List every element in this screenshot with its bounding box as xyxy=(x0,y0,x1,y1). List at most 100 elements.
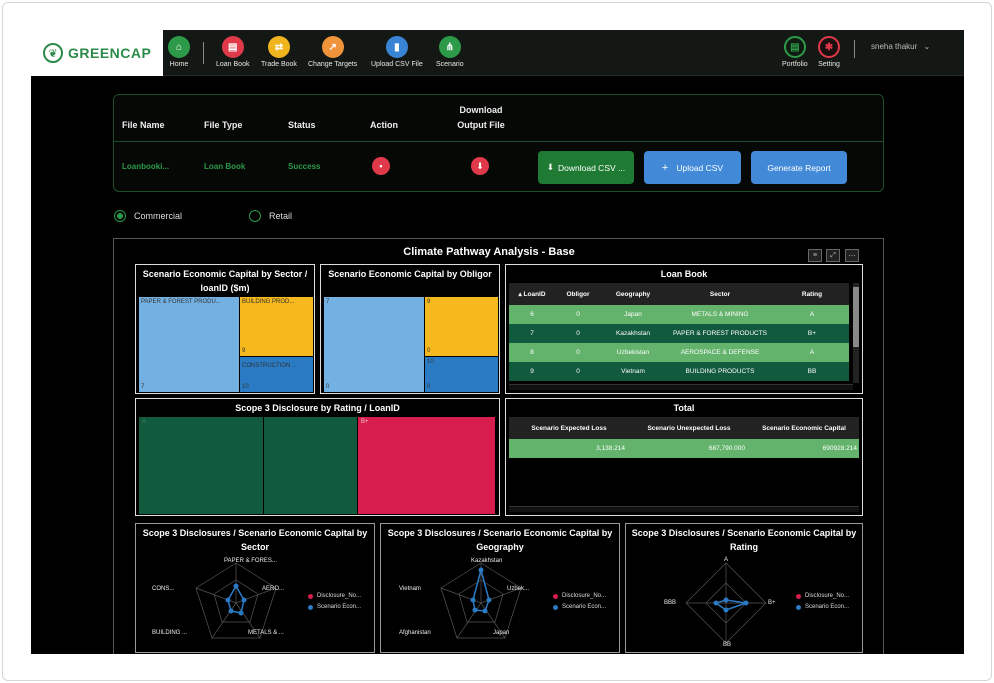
radar-label: METALS & ... xyxy=(248,630,284,636)
nav-scenario[interactable]: ⋔ Scenario xyxy=(436,36,464,68)
radar-point[interactable] xyxy=(743,600,749,606)
generate-report-button[interactable]: Generate Report xyxy=(751,151,847,184)
radar-point[interactable] xyxy=(241,597,247,603)
nav-upload-csv[interactable]: ▮ Upload CSV File xyxy=(371,36,423,68)
radar-point[interactable] xyxy=(723,597,729,603)
download-output-button[interactable]: ⬇ xyxy=(471,157,489,175)
horizontal-scrollbar[interactable] xyxy=(509,506,859,512)
horizontal-scrollbar[interactable] xyxy=(509,384,853,390)
legend-scenario[interactable]: Scenario Econ... xyxy=(308,604,361,610)
legend-scenario[interactable]: Scenario Econ... xyxy=(796,604,849,610)
rating-cell-bplus[interactable]: B+ xyxy=(358,417,495,514)
scope3-rating-title: Scope 3 Disclosure by Rating / LoanID xyxy=(136,399,499,417)
brand-logo[interactable]: ❦ GREENCAP xyxy=(31,30,163,76)
radio-commercial[interactable]: Commercial xyxy=(114,210,182,222)
legend-disclosure[interactable]: Disclosure_No... xyxy=(553,593,606,599)
nav-home[interactable]: ⌂ Home xyxy=(168,36,190,68)
treemap-cell-label: PAPER & FOREST PRODU... xyxy=(141,299,221,305)
table-row[interactable]: 9 0 Vietnam BUILDING PRODUCTS BB xyxy=(509,362,849,381)
total-title: Total xyxy=(673,403,695,413)
upload-csv-button[interactable]: + Upload CSV xyxy=(644,151,741,184)
radar-point[interactable] xyxy=(478,567,484,573)
filter-icon[interactable]: ≡ xyxy=(808,249,822,262)
treemap-cell-building[interactable]: BUILDING PROD... 9 xyxy=(240,297,313,356)
obligor-cell-value: 7 xyxy=(326,299,330,305)
nav-portfolio[interactable]: ▤ Portfolio xyxy=(782,36,808,68)
rating-cell-label: B+ xyxy=(361,419,369,425)
nav-loan-book[interactable]: ▤ Loan Book xyxy=(216,36,249,68)
nav-change-targets[interactable]: ↗ Change Targets xyxy=(308,36,357,68)
rating-cell-a[interactable]: A xyxy=(139,417,263,514)
legend-label: Disclosure_No... xyxy=(805,593,850,599)
radar-rating-title: Scope 3 Disclosures / Scenario Economic … xyxy=(631,528,857,552)
radar-geography-panel: Scope 3 Disclosures / Scenario Economic … xyxy=(380,523,620,653)
table-row[interactable]: 3,138.214 687,790.000 690928.214 xyxy=(509,439,859,458)
col-loanid[interactable]: ▴ LoanID xyxy=(509,283,555,305)
download-csv-button[interactable]: ⬇ Download CSV ... xyxy=(538,151,634,184)
nav-setting[interactable]: ✱ Setting xyxy=(818,36,840,68)
col-loanid-label: LoanID xyxy=(523,291,546,298)
scrollbar-thumb[interactable] xyxy=(853,287,859,347)
radar-label: Vietnam xyxy=(399,586,421,592)
obligor-cell-1[interactable]: 7 0 xyxy=(324,297,424,392)
radar-point[interactable] xyxy=(238,610,244,616)
scope3-rating-panel: Scope 3 Disclosure by Rating / LoanID A … xyxy=(135,398,500,516)
radar-point[interactable] xyxy=(723,607,729,613)
radar-point[interactable] xyxy=(713,600,719,606)
dashboard-panel: Climate Pathway Analysis - Base ≡ ⤢ ⋯ Sc… xyxy=(113,238,884,654)
user-menu[interactable]: sneha thakur ⌄ xyxy=(871,42,930,51)
table-row[interactable]: 7 0 Kazakhstan PAPER & FOREST PRODUCTS B… xyxy=(509,324,849,343)
cell: Kazakhstan xyxy=(601,324,665,343)
vertical-scrollbar[interactable] xyxy=(853,283,859,383)
header-output-file: Output File xyxy=(457,120,505,130)
rating-cell-label: A xyxy=(142,419,147,425)
rating-cell-blank[interactable] xyxy=(264,417,357,514)
radar-point[interactable] xyxy=(470,597,476,603)
loan-book-table: ▴ LoanID Obligor Geography Sector Rating… xyxy=(509,283,849,381)
radar-point[interactable] xyxy=(482,608,488,614)
cell: 0 xyxy=(555,324,601,343)
more-icon[interactable]: ⋯ xyxy=(845,249,859,262)
obligor-cell-3[interactable]: 10 0 xyxy=(425,357,498,392)
col-expected-loss[interactable]: Scenario Expected Loss xyxy=(509,417,629,439)
radio-commercial-label: Commercial xyxy=(134,211,183,221)
total-panel: Total Scenario Expected Loss Scenario Un… xyxy=(505,398,863,516)
radar-point[interactable] xyxy=(472,607,478,613)
file-icon: ▮ xyxy=(385,36,408,58)
expand-icon[interactable]: ⤢ xyxy=(826,249,840,262)
legend-label: Scenario Econ... xyxy=(805,604,850,610)
treemap-cell-paper[interactable]: PAPER & FOREST PRODU... 7 xyxy=(139,297,239,392)
radar-series-scenario xyxy=(472,567,490,612)
col-economic-capital[interactable]: Scenario Economic Capital xyxy=(749,417,859,439)
treemap-cell-value: 7 xyxy=(141,384,145,390)
treemap-cell-value: 10 xyxy=(242,384,249,390)
table-row[interactable]: 6 0 Japan METALS & MINING A xyxy=(509,305,849,324)
treemap-cell-construction[interactable]: CONSTRUCTION ... 10 xyxy=(240,357,313,392)
header-file-name: File Name xyxy=(122,120,165,130)
cell: 0 xyxy=(555,343,601,362)
radar-point[interactable] xyxy=(233,583,239,589)
cell: Japan xyxy=(601,305,665,324)
radar-point[interactable] xyxy=(486,597,492,603)
radar-point[interactable] xyxy=(225,597,231,603)
delete-button[interactable]: ▪ xyxy=(372,157,390,175)
col-unexpected-loss[interactable]: Scenario Unexpected Loss xyxy=(629,417,749,439)
table-row[interactable]: 8 0 Uzbekistan AEROSPACE & DEFENSE A xyxy=(509,343,849,362)
nav-trade-book[interactable]: ⇄ Trade Book xyxy=(261,36,297,68)
legend-disclosure[interactable]: Disclosure_No... xyxy=(308,593,361,599)
trash-icon: ▪ xyxy=(379,161,383,171)
legend-scenario[interactable]: Scenario Econ... xyxy=(553,604,606,610)
col-obligor[interactable]: Obligor xyxy=(555,283,601,305)
brand-name: GREENCAP xyxy=(68,45,152,61)
obligor-cell-2[interactable]: 9 0 xyxy=(425,297,498,356)
cell: 0 xyxy=(555,362,601,381)
col-geography[interactable]: Geography xyxy=(601,283,665,305)
legend-disclosure[interactable]: Disclosure_No... xyxy=(796,593,849,599)
cell: 690928.214 xyxy=(749,439,859,458)
radar-sector-panel: Scope 3 Disclosures / Scenario Economic … xyxy=(135,523,375,653)
col-rating[interactable]: Rating xyxy=(775,283,849,305)
radar-point[interactable] xyxy=(228,608,234,614)
col-sector[interactable]: Sector xyxy=(665,283,775,305)
radio-retail[interactable]: Retail xyxy=(249,210,292,222)
app-root: ❦ GREENCAP ⌂ Home ▤ Loan Book ⇄ Trade Bo… xyxy=(31,30,964,654)
